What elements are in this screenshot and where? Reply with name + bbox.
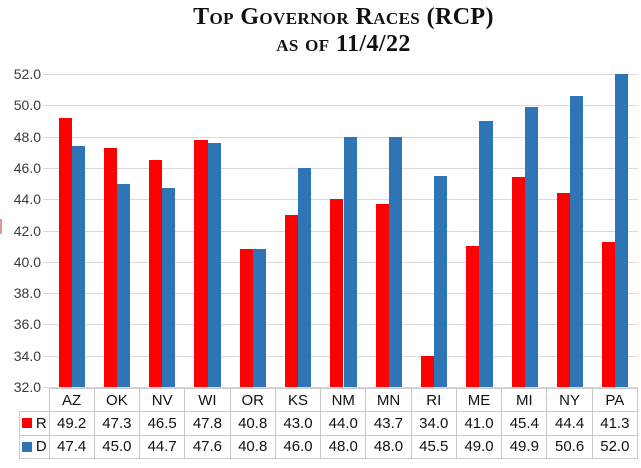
column-header-me: ME: [456, 388, 503, 412]
value-r-nm: 44.0: [321, 412, 367, 436]
bar-r-wi: [194, 139, 208, 387]
bar-d-pa: [615, 74, 629, 387]
value-d-az: 47.4: [49, 435, 95, 459]
bar-r-ny: [556, 192, 570, 387]
column-header-pa: PA: [592, 388, 638, 412]
legend-swatch-r-icon: [21, 418, 32, 429]
value-r-or: 40.8: [230, 412, 276, 436]
value-r-ri: 34.0: [411, 412, 457, 436]
value-d-pa: 52.0: [592, 435, 638, 459]
value-d-nv: 44.7: [140, 435, 186, 459]
plot-area: [43, 74, 638, 388]
column-header-or: OR: [230, 388, 276, 412]
gridline-32.0: [43, 387, 638, 388]
value-d-ri: 45.5: [411, 435, 457, 459]
y-axis-label: 44.0: [13, 191, 41, 207]
bar-r-nm: [330, 199, 344, 387]
data-table: AZ OK NV WI OR KS NM MN RI ME MI NY PA R 49.2 47.3 46.5 4…: [19, 388, 638, 459]
bar-d-wi: [207, 142, 221, 387]
gridline-46.0: [43, 168, 638, 169]
bar-d-nm: [343, 136, 357, 387]
bar-d-mn: [388, 136, 402, 387]
y-axis-label: 42.0: [13, 223, 41, 239]
bar-r-or: [239, 249, 253, 387]
y-axis-label: 36.0: [13, 316, 41, 332]
bar-r-ri: [420, 355, 435, 387]
data-table-corner-cell: [19, 388, 50, 412]
legend-key-d: D: [19, 435, 50, 459]
bar-d-ks: [298, 167, 312, 387]
column-header-az: AZ: [49, 388, 95, 412]
gridline-52.0: [43, 74, 638, 75]
gridline-50.0: [43, 105, 638, 106]
bar-d-me: [479, 121, 493, 388]
column-header-nv: NV: [140, 388, 186, 412]
cropped-axis-title-artifact: [0, 219, 2, 234]
y-axis-label: 34.0: [13, 348, 41, 364]
value-d-mi: 49.9: [502, 435, 548, 459]
value-r-ks: 43.0: [275, 412, 322, 436]
column-header-mn: MN: [366, 388, 412, 412]
bar-r-mi: [511, 177, 525, 387]
value-r-mi: 45.4: [502, 412, 548, 436]
value-d-ny: 50.6: [547, 435, 593, 459]
column-header-wi: WI: [185, 388, 231, 412]
bar-d-nv: [162, 188, 176, 387]
value-d-ok: 45.0: [94, 435, 141, 459]
value-r-ok: 47.3: [94, 412, 141, 436]
value-d-ks: 46.0: [275, 435, 322, 459]
value-r-me: 41.0: [456, 412, 503, 436]
value-d-nm: 48.0: [321, 435, 367, 459]
gridline-48.0: [43, 137, 638, 138]
legend-swatch-d-icon: [21, 441, 32, 452]
value-d-or: 40.8: [230, 435, 276, 459]
bar-d-ok: [117, 183, 131, 387]
bar-d-ny: [570, 95, 584, 387]
bar-r-mn: [375, 203, 389, 387]
legend-key-r: R: [19, 412, 50, 436]
bar-d-az: [71, 146, 85, 387]
y-axis-label: 40.0: [13, 254, 41, 270]
value-r-ny: 44.4: [547, 412, 593, 436]
column-header-nm: NM: [321, 388, 367, 412]
y-axis-labels: 52.0 50.0 48.0 46.0 44.0 42.0 40.0 38.0 36.0 34.0…: [0, 0, 41, 468]
bar-r-az: [58, 117, 72, 387]
y-axis-label: 48.0: [13, 129, 41, 145]
bar-d-or: [252, 249, 267, 387]
value-d-me: 49.0: [456, 435, 503, 459]
y-axis-label: 46.0: [13, 160, 41, 176]
value-r-mn: 43.7: [366, 412, 412, 436]
chart-title-line1: Top Governor Races (RCP): [193, 4, 494, 30]
y-axis-label: 32.0: [13, 379, 41, 395]
value-d-wi: 47.6: [185, 435, 231, 459]
value-r-wi: 47.8: [185, 412, 231, 436]
value-r-nv: 46.5: [140, 412, 186, 436]
column-header-ok: OK: [94, 388, 141, 412]
column-header-mi: MI: [502, 388, 548, 412]
y-axis-label: 52.0: [13, 66, 41, 82]
column-header-ny: NY: [547, 388, 593, 412]
chart-title-line2: as of 11/4/22: [276, 31, 411, 57]
bar-r-nv: [149, 160, 163, 387]
legend-label-d: D: [35, 438, 47, 456]
legend-label-r: R: [35, 414, 47, 432]
value-r-pa: 41.3: [592, 412, 638, 436]
column-header-ri: RI: [411, 388, 457, 412]
value-d-mn: 48.0: [366, 435, 412, 459]
bar-d-ri: [434, 175, 448, 387]
bar-r-ok: [103, 147, 117, 387]
y-axis-label: 50.0: [13, 97, 41, 113]
y-axis-label: 38.0: [13, 285, 41, 301]
value-r-az: 49.2: [49, 412, 95, 436]
chart-title: Top Governor Races (RCP) as of 11/4/22: [49, 3, 638, 58]
bar-r-ks: [285, 214, 299, 387]
bar-r-pa: [602, 241, 616, 387]
bar-r-me: [466, 246, 480, 387]
bar-d-mi: [524, 106, 538, 387]
column-header-ks: KS: [275, 388, 322, 412]
